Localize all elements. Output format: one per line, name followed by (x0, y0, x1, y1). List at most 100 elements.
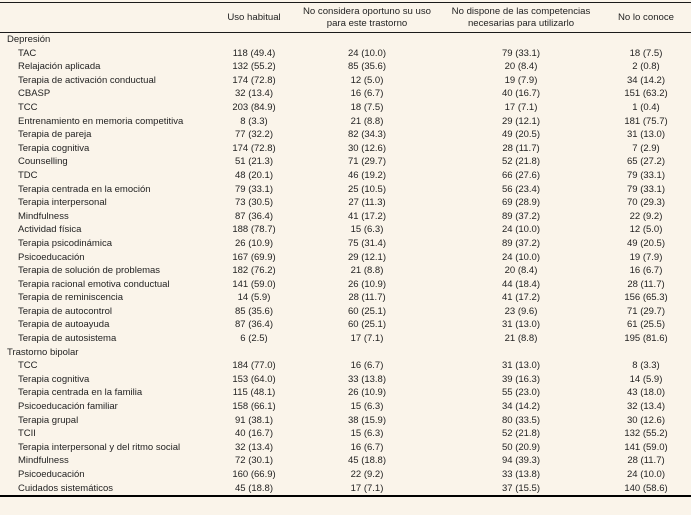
table-cell: 26 (10.9) (347, 387, 387, 399)
header-cell-no-conoce: No lo conoce (618, 11, 674, 23)
table-row: Relajación aplicada 132 (55.2) 85 (35.6) 20… (0, 60, 691, 74)
therapy-name: Actividad física (18, 224, 82, 236)
table-cell: 17 (7.1) (350, 482, 384, 494)
header-cell-empty (0, 3, 215, 33)
table-cell: 24 (10.0) (626, 469, 666, 480)
table-cell: 60 (25.1) (347, 305, 387, 317)
table-cell: 24 (10.0) (347, 47, 387, 59)
table-cell: 21 (8.8) (350, 115, 384, 127)
therapy-name: Terapia psicodinámica (18, 237, 112, 249)
table-row: Terapia de activación conductual 174 (72.… (0, 74, 691, 88)
table-cell: 29 (12.1) (501, 115, 541, 127)
table-cell: 28 (11.7) (627, 455, 665, 467)
table-cell: 22 (9.2) (350, 469, 384, 480)
table-cell: 80 (33.5) (501, 414, 541, 426)
therapy-name: Relajación aplicada (18, 61, 101, 73)
therapy-name: Terapia de autosistema (18, 333, 117, 345)
table-row: Terapia interpersonal y del ritmo social… (0, 441, 691, 455)
therapy-name: Mindfulness (18, 455, 69, 467)
table-row: Terapia de autocontrol 85 (35.6) 60 (25.1)… (0, 305, 691, 319)
table-cell: 87 (36.4) (234, 319, 274, 331)
therapy-name: Terapia cognitiva (18, 142, 90, 154)
therapy-name: TCC (18, 101, 38, 113)
table-row: Terapia cognitiva 174 (72.8) 30 (12.6) 28 (… (0, 142, 691, 156)
table-row: TDC 48 (20.1) 46 (19.2) 66 (27.6) 79 (33.1) (0, 169, 691, 183)
table-row: Terapia de pareja 77 (32.2) 82 (34.3) 49 (2… (0, 128, 691, 142)
table-cell: 50 (20.9) (501, 441, 541, 453)
table-cell: 156 (65.3) (624, 292, 668, 304)
table-row: Cuidados sistemáticos 45 (18.8) 17 (7.1) 37… (0, 482, 691, 497)
table-cell: 151 (63.2) (624, 88, 668, 100)
table-row: Terapia cognitiva 153 (64.0) 33 (13.8) 39 (… (0, 373, 691, 387)
table-cell: 48 (20.1) (234, 169, 274, 181)
table-cell: 16 (6.7) (350, 441, 384, 453)
table-cell: 28 (11.7) (502, 142, 540, 154)
therapy-name: Entrenamiento en memoria competitiva (18, 115, 184, 127)
table-row: TCC 184 (77.0) 16 (6.7) 31 (13.0) 8 (3.3) (0, 359, 691, 373)
table-cell: 167 (69.9) (232, 251, 276, 263)
table-cell: 34 (14.2) (501, 401, 541, 413)
table-cell: 6 (2.5) (240, 333, 268, 345)
table-cell: 7 (2.9) (632, 142, 660, 154)
therapy-name: Terapia de solución de problemas (18, 265, 161, 277)
table-cell: 28 (11.7) (627, 278, 665, 290)
table-cell: 29 (12.1) (347, 251, 387, 263)
therapy-name: Terapia de pareja (18, 129, 92, 141)
table-cell: 23 (9.6) (504, 305, 538, 317)
table-row: Mindfulness 87 (36.4) 41 (17.2) 89 (37.2) 22… (0, 210, 691, 224)
table-cell: 141 (59.0) (232, 278, 276, 290)
table-row: Counselling 51 (21.3) 71 (29.7) 52 (21.8) 65… (0, 155, 691, 169)
table-cell: 46 (19.2) (347, 169, 387, 181)
therapy-name: TCII (18, 428, 36, 440)
table-cell: 55 (23.0) (501, 387, 541, 399)
therapy-name: Terapia de autocontrol (18, 305, 113, 317)
table-cell: 115 (48.1) (232, 387, 276, 399)
header-row: Uso habitual No considera oportuno su us… (0, 3, 691, 33)
table-cell: 8 (3.3) (240, 115, 268, 127)
table-cell: 132 (55.2) (624, 428, 668, 440)
table-cell: 22 (9.2) (629, 210, 663, 222)
table-cell: 45 (18.8) (347, 455, 387, 467)
table-cell: 39 (16.3) (501, 373, 541, 385)
table-cell: 14 (5.9) (629, 373, 663, 385)
therapy-usage-table: Uso habitual No considera oportuno su us… (0, 2, 691, 498)
table-cell: 87 (36.4) (234, 210, 274, 222)
table-cell: 31 (13.0) (626, 129, 666, 141)
table-cell: 153 (64.0) (232, 373, 276, 385)
table-cell: 79 (33.1) (626, 169, 666, 181)
table-cell: 73 (30.5) (234, 197, 274, 209)
table-body: Depresión TAC 118 (49.4) 24 (10.0) 79 (33.1)… (0, 33, 691, 497)
table-cell: 32 (13.4) (234, 441, 274, 453)
table-cell: 21 (8.8) (350, 265, 384, 277)
table-cell: 16 (6.7) (350, 360, 384, 372)
therapy-name: TDC (18, 169, 38, 181)
table-cell: 33 (13.8) (501, 469, 541, 480)
table-row: TCII 40 (16.7) 15 (6.3) 52 (21.8) 132 (55.2) (0, 427, 691, 441)
table-cell: 38 (15.9) (347, 414, 387, 426)
table-cell: 52 (21.8) (501, 156, 541, 168)
table-cell: 17 (7.1) (350, 333, 384, 345)
section-row: Trastorno bipolar (0, 346, 691, 360)
table-row: Terapia racional emotiva conductual 141 (… (0, 278, 691, 292)
therapy-name: TAC (18, 47, 37, 59)
section-title: Depresión (7, 34, 51, 45)
therapy-name: Terapia grupal (18, 414, 79, 426)
table-cell: 32 (13.4) (234, 88, 274, 100)
table-cell: 14 (5.9) (237, 292, 271, 304)
table-cell: 184 (77.0) (232, 360, 276, 372)
table-cell: 70 (29.3) (626, 197, 666, 209)
table-cell: 160 (66.9) (232, 469, 276, 480)
table-cell: 140 (58.6) (624, 482, 668, 494)
table-cell: 41 (17.2) (347, 210, 387, 222)
table-cell: 8 (3.3) (632, 360, 660, 372)
table-cell: 33 (13.8) (347, 373, 387, 385)
table-cell: 15 (6.3) (350, 428, 384, 440)
table-cell: 203 (84.9) (232, 101, 276, 113)
table-cell: 89 (37.2) (501, 237, 541, 249)
table-cell: 118 (49.4) (232, 47, 276, 59)
therapy-name: Terapia interpersonal y del ritmo social (18, 441, 181, 453)
table-cell: 12 (5.0) (629, 224, 663, 236)
table-cell: 31 (13.0) (501, 319, 541, 331)
table-cell: 26 (10.9) (234, 237, 274, 249)
table-cell: 20 (8.4) (504, 265, 538, 277)
